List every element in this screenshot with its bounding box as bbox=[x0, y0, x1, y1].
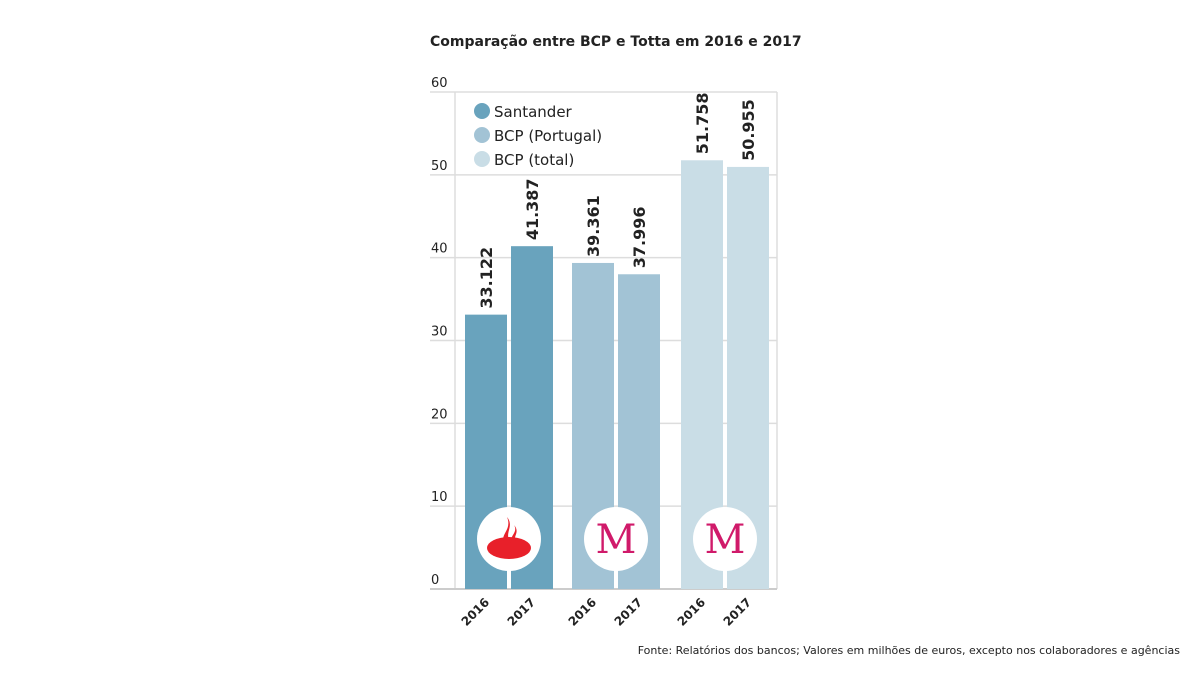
source-note: Fonte: Relatórios dos bancos; Valores em… bbox=[638, 644, 1181, 657]
logo-circle bbox=[584, 507, 648, 571]
x-tick-label: 2017 bbox=[505, 595, 539, 629]
legend-label: Santander bbox=[494, 103, 573, 121]
y-tick-label: 50 bbox=[431, 159, 448, 174]
data-label: 51.758 bbox=[693, 93, 712, 155]
y-tick-label: 0 bbox=[431, 573, 439, 588]
y-tick-label: 60 bbox=[431, 76, 448, 91]
santander-logo-icon bbox=[487, 517, 531, 559]
data-label: 39.361 bbox=[584, 195, 603, 257]
legend-swatch bbox=[474, 127, 490, 143]
y-tick-label: 40 bbox=[431, 242, 448, 257]
data-label: 33.122 bbox=[477, 247, 496, 309]
data-label: 41.387 bbox=[523, 178, 542, 240]
chart-title: Comparação entre BCP e Totta em 2016 e 2… bbox=[430, 34, 802, 50]
x-tick-label: 2016 bbox=[459, 595, 493, 629]
legend-label: BCP (total) bbox=[494, 151, 574, 169]
legend-swatch bbox=[474, 103, 490, 119]
data-label: 50.955 bbox=[739, 99, 758, 161]
y-tick-label: 20 bbox=[431, 407, 448, 422]
x-tick-label: 2017 bbox=[721, 595, 755, 629]
legend: Santander BCP (Portugal) BCP (total) bbox=[474, 103, 602, 169]
millennium-logo-icon: M bbox=[596, 517, 637, 563]
data-label: 37.996 bbox=[630, 207, 649, 269]
x-tick-label: 2016 bbox=[566, 595, 600, 629]
x-tick-label: 2016 bbox=[675, 595, 709, 629]
flame-base bbox=[487, 537, 531, 559]
x-tick-label: 2017 bbox=[612, 595, 646, 629]
logo-circle bbox=[693, 507, 757, 571]
y-tick-label: 30 bbox=[431, 325, 448, 340]
bars: 33.122 2016 41.387 2017 39.361 2016 37.996 2017… bbox=[459, 93, 769, 629]
y-tick-label: 10 bbox=[431, 490, 448, 505]
legend-label: BCP (Portugal) bbox=[494, 127, 602, 145]
flame bbox=[503, 517, 511, 545]
legend-swatch bbox=[474, 151, 490, 167]
millennium-logo-icon: M bbox=[705, 517, 746, 563]
flame bbox=[511, 525, 517, 543]
